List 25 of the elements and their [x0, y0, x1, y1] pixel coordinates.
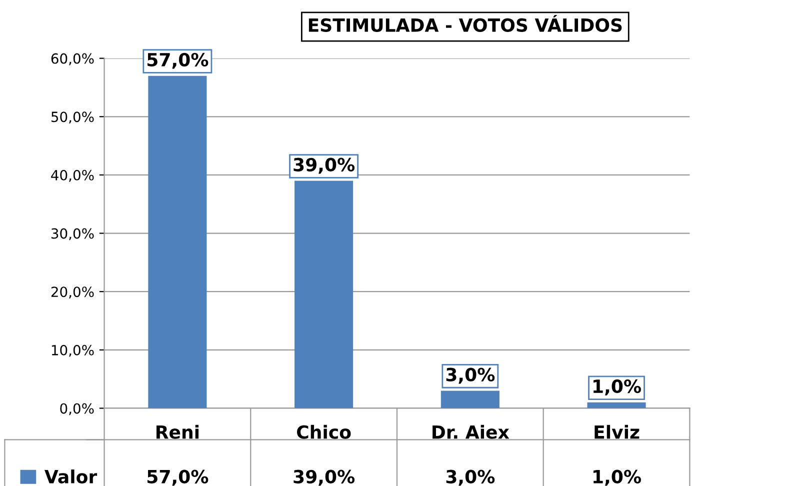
- y-tick-label: 50,0%: [51, 112, 94, 124]
- data-label: 1,0%: [594, 470, 641, 486]
- y-tick-label: 60,0%: [51, 53, 94, 66]
- bar: [440, 390, 500, 408]
- x-tick-label: Chico: [297, 424, 351, 439]
- legend-label: Valor: [44, 469, 98, 484]
- chart-title: ESTIMULADA - VOTOS VÁLIDOS: [308, 15, 622, 32]
- text: 1,0%: [594, 379, 641, 396]
- data-label: 3,0%: [446, 470, 495, 486]
- x-tick-label: Elviz: [594, 424, 640, 439]
- y-tick-label: 30,0%: [51, 228, 94, 240]
- data-label: 57,0%: [148, 470, 208, 486]
- y-tick-label: 10,0%: [52, 344, 94, 357]
- y-tick-label: 40,0%: [51, 170, 94, 182]
- y-tick-label: 20,0%: [51, 286, 94, 298]
- text: 3,0%: [446, 368, 495, 384]
- x-tick-label: Dr. Aiex: [432, 424, 510, 439]
- bar: [294, 180, 354, 408]
- x-tick-label: Reni: [156, 424, 199, 439]
- text: 57,0%: [148, 52, 208, 69]
- bar: [587, 402, 646, 408]
- y-tick-label: 0,0%: [60, 403, 94, 416]
- text: 39,0%: [294, 158, 355, 174]
- data-label: 39,0%: [294, 470, 355, 486]
- bar: [148, 76, 207, 408]
